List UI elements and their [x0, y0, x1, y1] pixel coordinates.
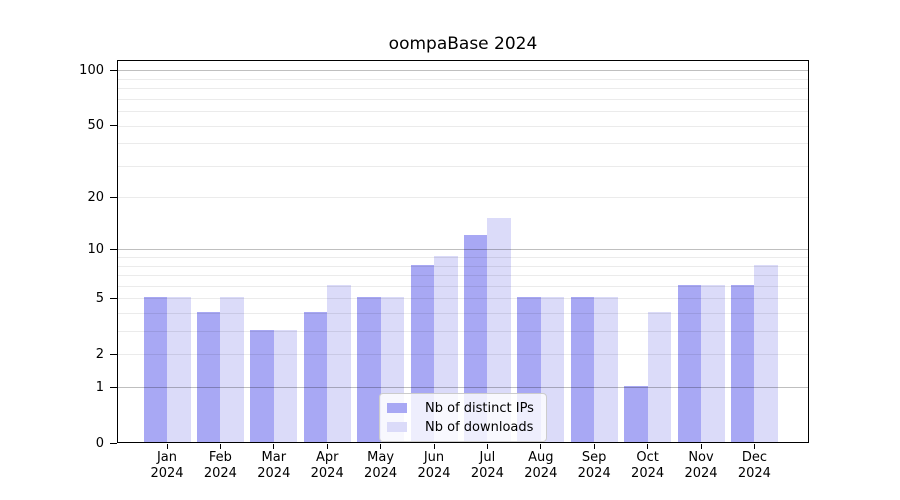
bar-jul-series0	[463, 234, 488, 442]
y-tick-label-5: 5	[95, 290, 104, 306]
bar-nov-series0	[677, 284, 701, 442]
x-tick-label-jun: Jun 2024	[417, 450, 451, 481]
gridline-minor-8	[118, 265, 808, 267]
gridline-minor-20	[118, 197, 808, 199]
bar-feb-series1	[220, 297, 244, 442]
gridline-minor-9	[118, 257, 808, 259]
y-tick-mark-50	[110, 125, 117, 127]
y-tick-label-10: 10	[87, 241, 104, 257]
gridline-minor-90	[118, 78, 808, 80]
y-tick-label-20: 20	[87, 189, 104, 205]
x-tick-mark-feb	[219, 444, 221, 449]
legend-item-downloads: Nb of downloads	[387, 419, 534, 435]
gridline-major-10	[118, 249, 808, 251]
y-tick-mark-2	[110, 353, 117, 355]
gridline-minor-70	[118, 98, 808, 100]
gridline-minor-60	[118, 111, 808, 113]
gridline-minor-50	[118, 125, 808, 127]
bar-apr-series0	[303, 312, 328, 442]
gridline-minor-6	[118, 285, 808, 287]
x-tick-label-sep: Sep 2024	[577, 450, 611, 481]
gridline-major-100	[118, 70, 808, 72]
gridline-minor-3	[118, 331, 808, 333]
bar-nov-series1	[701, 284, 725, 442]
bar-sep-series1	[594, 297, 618, 442]
legend-swatch-distinct-ips-icon	[387, 403, 407, 413]
gridline-minor-4	[118, 313, 808, 315]
bar-oct-series0	[624, 386, 648, 442]
bar-feb-series0	[196, 312, 221, 442]
y-tick-mark-1	[110, 386, 117, 388]
x-tick-mark-oct	[647, 444, 649, 449]
y-tick-label-2: 2	[95, 346, 104, 362]
y-tick-mark-0	[110, 442, 117, 444]
x-tick-label-mar: Mar 2024	[257, 450, 291, 481]
x-tick-label-nov: Nov 2024	[684, 450, 718, 481]
legend-label-downloads: Nb of downloads	[425, 419, 534, 435]
gridline-minor-30	[118, 165, 808, 167]
y-tick-label-1: 1	[95, 379, 104, 395]
gridline-minor-80	[118, 88, 808, 90]
legend: Nb of distinct IPs Nb of downloads	[379, 393, 547, 442]
x-tick-mark-aug	[540, 444, 542, 449]
bar-mar-series0	[250, 330, 274, 442]
x-tick-label-may: May 2024	[364, 450, 398, 481]
y-tick-mark-5	[110, 297, 117, 299]
x-tick-mark-nov	[700, 444, 702, 449]
x-tick-mark-mar	[273, 444, 275, 449]
bar-jul-series1	[487, 218, 511, 442]
x-tick-label-jan: Jan 2024	[150, 450, 184, 481]
gridline-minor-5	[118, 298, 808, 300]
bar-dec-series1	[754, 264, 778, 442]
gridline-minor-40	[118, 143, 808, 145]
x-tick-mark-sep	[593, 444, 595, 449]
x-tick-mark-may	[380, 444, 382, 449]
y-tick-mark-20	[110, 196, 117, 198]
x-tick-mark-apr	[326, 444, 328, 449]
y-tick-label-50: 50	[87, 118, 104, 134]
x-tick-label-jul: Jul 2024	[470, 450, 504, 481]
bar-mar-series1	[273, 330, 298, 442]
gridline-minor-2	[118, 354, 808, 356]
gridline-minor-7	[118, 275, 808, 277]
legend-item-distinct-ips: Nb of distinct IPs	[387, 400, 534, 416]
x-tick-label-oct: Oct 2024	[631, 450, 665, 481]
bar-jan-series1	[167, 297, 191, 442]
y-tick-mark-100	[110, 69, 117, 71]
bar-dec-series0	[730, 284, 755, 442]
bar-jan-series0	[143, 297, 167, 442]
bar-apr-series1	[327, 284, 351, 442]
chart-title: oompaBase 2024	[388, 34, 538, 54]
plot-area	[117, 60, 809, 443]
x-tick-label-feb: Feb 2024	[203, 450, 237, 481]
x-tick-label-aug: Aug 2024	[524, 450, 558, 481]
gridline-major-1	[118, 387, 808, 389]
x-tick-mark-dec	[753, 444, 755, 449]
x-tick-label-dec: Dec 2024	[737, 450, 771, 481]
x-tick-mark-jun	[433, 444, 435, 449]
bar-oct-series1	[647, 312, 672, 442]
y-tick-mark-10	[110, 248, 117, 250]
x-tick-mark-jul	[486, 444, 488, 449]
legend-swatch-downloads-icon	[387, 422, 407, 432]
y-tick-label-100: 100	[79, 62, 104, 78]
x-tick-mark-jan	[166, 444, 168, 449]
y-tick-label-0: 0	[95, 435, 104, 451]
legend-label-distinct-ips: Nb of distinct IPs	[425, 400, 534, 416]
bar-may-series0	[357, 297, 381, 442]
bar-sep-series0	[570, 297, 595, 442]
x-tick-label-apr: Apr 2024	[310, 450, 344, 481]
